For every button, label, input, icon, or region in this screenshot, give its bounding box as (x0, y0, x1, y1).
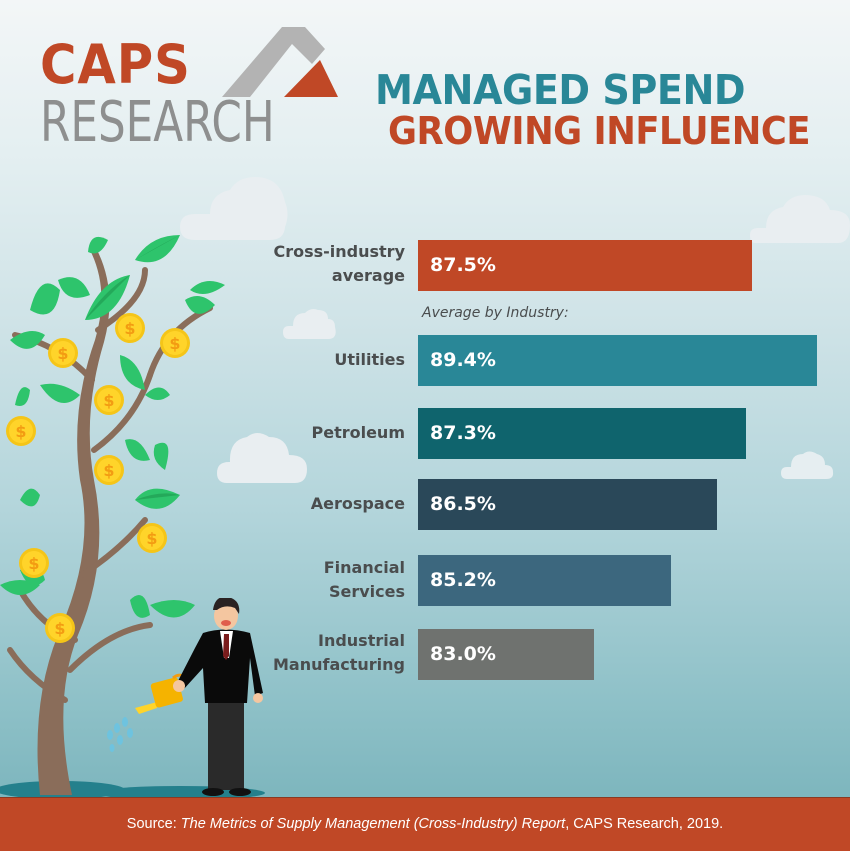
coin-icon: $ (160, 328, 190, 358)
bar-value: 85.2% (430, 569, 496, 591)
title-line-1: MANAGED SPEND (375, 66, 746, 114)
coin-icon: $ (45, 613, 75, 643)
bar-cross-industry: 87.5% (418, 240, 752, 291)
svg-text:$: $ (103, 391, 114, 410)
bar-label-financial-services: Financial Services (323, 558, 405, 601)
title-line-2: GROWING INFLUENCE (388, 109, 811, 153)
cloud-icon (750, 195, 850, 243)
coin-icon: $ (94, 455, 124, 485)
logo-mountain-icon (222, 27, 338, 97)
cloud-icon (781, 451, 834, 479)
bar-value: 89.4% (430, 349, 496, 371)
svg-text:$: $ (124, 319, 135, 338)
svg-text:$: $ (103, 461, 114, 480)
bar-value: 87.3% (430, 422, 496, 444)
coin-icon: $ (137, 523, 167, 553)
svg-text:$: $ (169, 334, 180, 353)
svg-text:$: $ (146, 529, 157, 548)
source-footer: Source: The Metrics of Supply Management… (0, 797, 850, 851)
logo-caps-text: CAPS (40, 33, 191, 96)
bar-financial-services: 85.2% (418, 555, 671, 606)
footer-prefix: Source: (126, 816, 181, 832)
bar-aerospace: 86.5% (418, 479, 717, 530)
footer-report-title: The Metrics of Supply Management (Cross-… (180, 816, 566, 832)
water-drops-icon (107, 717, 133, 752)
bar-value: 86.5% (430, 493, 496, 515)
coin-icon: $ (94, 385, 124, 415)
coin-icon: $ (48, 338, 78, 368)
logo-research-text: RESEARCH (40, 90, 275, 155)
svg-text:$: $ (54, 619, 65, 638)
cloud-icon (180, 177, 288, 240)
bar-value: 87.5% (430, 254, 496, 276)
svg-text:$: $ (15, 422, 26, 441)
bar-petroleum: 87.3% (418, 408, 746, 459)
bar-label-industrial-manufacturing: Industrial Manufacturing (273, 631, 405, 674)
svg-text:$: $ (57, 344, 68, 363)
bar-label-cross-industry: Cross-industry average (273, 242, 405, 285)
coin-icon: $ (6, 416, 36, 446)
svg-text:$: $ (28, 554, 39, 573)
bar-label-utilities: Utilities (334, 350, 405, 369)
cloud-icon (283, 309, 336, 339)
footer-suffix: , CAPS Research, 2019. (565, 816, 724, 832)
bar-industrial-manufacturing: 83.0% (418, 629, 594, 680)
bar-label-aerospace: Aerospace (310, 494, 405, 513)
coin-icon: $ (115, 313, 145, 343)
bar-label-petroleum: Petroleum (311, 423, 405, 442)
chart-subheading: Average by Industry: (422, 305, 569, 321)
cloud-icon (217, 433, 307, 483)
businessman-icon (95, 598, 265, 798)
bar-utilities: 89.4% (418, 335, 817, 386)
bar-value: 83.0% (430, 643, 496, 665)
coin-icon: $ (19, 548, 49, 578)
